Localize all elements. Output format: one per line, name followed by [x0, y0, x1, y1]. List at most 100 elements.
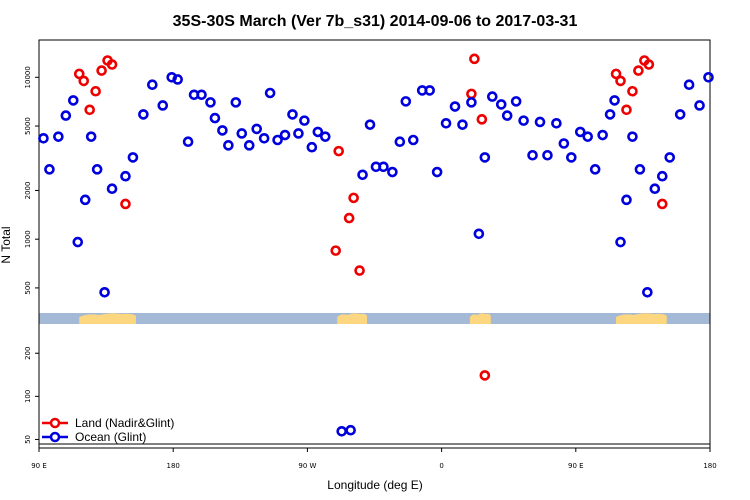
ocean-point: [44, 164, 55, 175]
legend-land-marker: [49, 417, 61, 429]
ocean-point: [501, 110, 513, 121]
ocean-point: [466, 97, 477, 108]
ocean-point: [319, 131, 331, 142]
land-segment: [469, 313, 491, 324]
ocean-point: [656, 170, 668, 182]
ocean-point: [378, 161, 389, 173]
ocean-point: [440, 117, 452, 129]
legend-ocean-label: Ocean (Glint): [75, 430, 146, 444]
ocean-point: [642, 286, 653, 298]
ocean-point: [597, 129, 608, 141]
land-point: [615, 75, 626, 87]
ocean-point: [558, 138, 570, 149]
land-point: [84, 104, 95, 116]
plot-frame: [38, 39, 711, 449]
y-tick-label: 5000: [24, 117, 32, 135]
y-tick-label: 200: [24, 347, 32, 360]
ocean-point: [99, 286, 110, 298]
x-tick-label: 180: [703, 462, 716, 470]
ocean-point: [582, 131, 594, 142]
land-point: [106, 59, 118, 70]
land-point: [78, 75, 90, 87]
ocean-point: [264, 87, 276, 99]
legend-land-label: Land (Nadir&Glint): [75, 416, 174, 430]
ocean-point: [364, 119, 376, 130]
land-point: [627, 85, 638, 97]
ocean-point: [400, 96, 412, 107]
ocean-point: [127, 152, 139, 163]
ocean-point: [431, 166, 443, 178]
y-axis-label: N Total: [0, 226, 13, 263]
legend-ocean-marker: [49, 431, 61, 443]
ocean-point: [551, 117, 562, 129]
ocean-point: [223, 140, 234, 151]
land-segment: [337, 313, 368, 324]
ocean-point: [230, 97, 242, 108]
land-point: [479, 370, 491, 381]
ocean-point: [120, 170, 131, 182]
land-point: [610, 68, 622, 80]
y-tick-label: 50: [24, 435, 32, 444]
x-tick-label: 180: [167, 462, 180, 470]
land-point: [476, 114, 488, 125]
ocean-point: [272, 134, 283, 146]
ocean-point: [217, 125, 228, 136]
ocean-band: [39, 313, 710, 324]
ocean-point: [424, 85, 435, 96]
land-segment: [79, 313, 136, 324]
ocean-point: [510, 96, 522, 107]
land-point: [73, 68, 85, 80]
ocean-point: [79, 194, 91, 206]
ocean-point: [407, 134, 419, 146]
ocean-point: [703, 72, 714, 83]
ocean-point: [394, 136, 406, 148]
ocean-point: [609, 95, 620, 106]
land-point: [348, 192, 359, 204]
land-point: [656, 198, 668, 210]
land-point: [469, 53, 480, 65]
ocean-point: [357, 169, 368, 181]
y-tick-label: 10000: [24, 66, 32, 88]
ocean-point: [627, 131, 638, 142]
ocean-point: [182, 136, 194, 148]
ocean-point: [518, 115, 529, 126]
ocean-point: [138, 109, 149, 120]
y-tick-label: 2000: [24, 182, 32, 200]
ocean-point: [172, 74, 183, 85]
ocean-point: [473, 228, 485, 240]
ocean-point: [495, 99, 507, 110]
ocean-point: [683, 79, 695, 91]
ocean-point: [387, 166, 398, 178]
ocean-point: [486, 91, 498, 102]
ocean-point: [621, 194, 632, 206]
ocean-point: [38, 132, 49, 144]
land-point: [330, 245, 342, 256]
ocean-point: [67, 95, 79, 106]
ocean-point: [251, 123, 263, 135]
x-tick-label: 90 E: [568, 462, 584, 470]
ocean-point: [615, 236, 626, 248]
ocean-point: [205, 97, 216, 108]
ocean-point: [236, 128, 248, 139]
land-point: [90, 85, 101, 97]
ocean-point: [243, 140, 255, 151]
ocean-point: [479, 152, 491, 163]
ocean-point: [293, 128, 304, 139]
ocean-point: [345, 424, 356, 436]
ocean-point: [534, 116, 546, 128]
ocean-point: [53, 131, 64, 142]
land-point: [354, 265, 365, 276]
x-tick-label: 90 W: [298, 462, 316, 470]
land-point: [466, 88, 477, 100]
ocean-point: [209, 112, 221, 124]
ocean-point: [85, 131, 97, 142]
ocean-point: [312, 126, 324, 138]
ocean-point: [306, 141, 318, 153]
ocean-point: [566, 152, 577, 163]
data-points: [38, 53, 714, 437]
ocean-point: [604, 109, 616, 120]
ocean-point: [287, 109, 298, 120]
axes: 90 E 180 90 W 0 90 E 180 500 1000 2000 5000 10000 5…: [24, 39, 717, 470]
